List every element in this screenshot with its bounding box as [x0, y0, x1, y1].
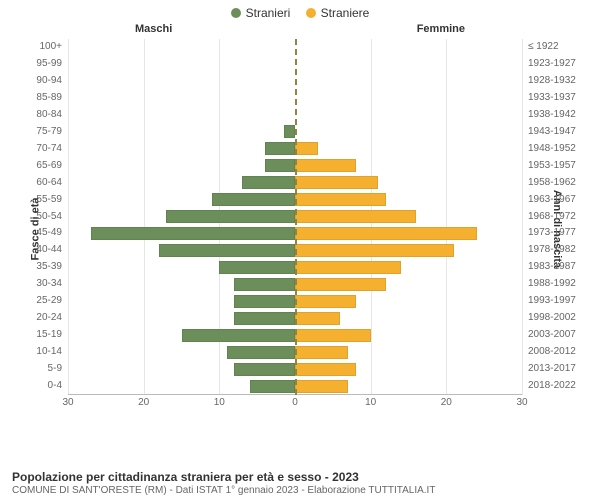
birth-label: 1953-1957 — [528, 160, 576, 171]
age-label: 5-9 — [48, 363, 62, 374]
bar-male — [234, 363, 295, 376]
bar-male — [265, 142, 295, 155]
bar-male — [227, 346, 295, 359]
x-tick: 20 — [441, 397, 452, 408]
grid-line — [522, 39, 523, 395]
chart: Maschi Femmine Fasce di età Anni di nasc… — [10, 23, 590, 419]
birth-label: 1998-2002 — [528, 312, 576, 323]
birth-label: 1938-1942 — [528, 109, 576, 120]
footer-title: Popolazione per cittadinanza straniera p… — [12, 470, 588, 484]
age-label: 95-99 — [36, 58, 62, 69]
age-label: 0-4 — [48, 380, 62, 391]
birth-label: 1993-1997 — [528, 295, 576, 306]
age-label: 35-39 — [36, 261, 62, 272]
age-label: 25-29 — [36, 295, 62, 306]
x-tick: 0 — [292, 397, 298, 408]
x-tick: 10 — [214, 397, 225, 408]
birth-label: 1963-1967 — [528, 194, 576, 205]
legend-item-male: Stranieri — [231, 6, 291, 20]
bar-female — [295, 380, 348, 393]
x-tick: 20 — [138, 397, 149, 408]
age-label: 50-54 — [36, 211, 62, 222]
x-tick: 30 — [516, 397, 527, 408]
age-label: 85-89 — [36, 92, 62, 103]
birth-label: 2003-2007 — [528, 329, 576, 340]
subtitle-row: Maschi Femmine — [10, 23, 590, 39]
bar-female — [295, 261, 401, 274]
age-label: 10-14 — [36, 346, 62, 357]
age-label: 65-69 — [36, 160, 62, 171]
age-label: 20-24 — [36, 312, 62, 323]
bar-male — [234, 295, 295, 308]
legend-label-male: Stranieri — [246, 6, 291, 20]
x-tick: 30 — [62, 397, 73, 408]
bar-male — [182, 329, 296, 342]
birth-label: 1988-1992 — [528, 278, 576, 289]
bar-female — [295, 176, 378, 189]
bar-female — [295, 159, 356, 172]
age-label: 70-74 — [36, 143, 62, 154]
birth-label: 1943-1947 — [528, 126, 576, 137]
bar-female — [295, 363, 356, 376]
birth-label: ≤ 1922 — [528, 41, 559, 52]
bar-female — [295, 244, 454, 257]
age-label: 30-34 — [36, 278, 62, 289]
age-label: 15-19 — [36, 329, 62, 340]
age-label: 90-94 — [36, 75, 62, 86]
age-label: 100+ — [39, 41, 62, 52]
bar-female — [295, 142, 318, 155]
age-label: 45-49 — [36, 227, 62, 238]
birth-label: 1973-1977 — [528, 227, 576, 238]
legend-swatch-female — [306, 8, 316, 18]
legend-label-female: Straniere — [321, 6, 370, 20]
bar-male — [212, 193, 295, 206]
bar-female — [295, 193, 386, 206]
subtitle-female: Femmine — [417, 23, 465, 35]
bar-female — [295, 210, 416, 223]
age-label: 80-84 — [36, 109, 62, 120]
age-label: 55-59 — [36, 194, 62, 205]
bar-female — [295, 278, 386, 291]
bar-female — [295, 329, 371, 342]
birth-label: 2008-2012 — [528, 346, 576, 357]
birth-label: 1968-1972 — [528, 211, 576, 222]
legend-item-female: Straniere — [306, 6, 370, 20]
bar-female — [295, 227, 477, 240]
birth-label: 1948-1952 — [528, 143, 576, 154]
age-label: 75-79 — [36, 126, 62, 137]
birth-label: 2018-2022 — [528, 380, 576, 391]
bar-male — [166, 210, 295, 223]
birth-label: 2013-2017 — [528, 363, 576, 374]
legend-swatch-male — [231, 8, 241, 18]
bar-male — [284, 125, 295, 138]
legend: Stranieri Straniere — [0, 0, 600, 23]
bar-male — [159, 244, 295, 257]
birth-label: 1958-1962 — [528, 177, 576, 188]
age-label: 40-44 — [36, 244, 62, 255]
bar-female — [295, 295, 356, 308]
birth-label: 1928-1932 — [528, 75, 576, 86]
bar-male — [219, 261, 295, 274]
bar-female — [295, 312, 340, 325]
bar-female — [295, 346, 348, 359]
birth-label: 1933-1937 — [528, 92, 576, 103]
footer: Popolazione per cittadinanza straniera p… — [12, 470, 588, 496]
bars-area: 100+≤ 192295-991923-192790-941928-193285… — [68, 39, 522, 395]
age-label: 60-64 — [36, 177, 62, 188]
subtitle-male: Maschi — [135, 23, 172, 35]
footer-subtitle: COMUNE DI SANT'ORESTE (RM) - Dati ISTAT … — [12, 485, 588, 496]
bar-male — [242, 176, 295, 189]
bar-male — [91, 227, 295, 240]
bar-male — [234, 312, 295, 325]
birth-label: 1983-1987 — [528, 261, 576, 272]
plot-area: Fasce di età Anni di nascita 100+≤ 19229… — [10, 39, 590, 419]
bar-male — [265, 159, 295, 172]
birth-label: 1923-1927 — [528, 58, 576, 69]
birth-label: 1978-1982 — [528, 244, 576, 255]
x-tick: 10 — [365, 397, 376, 408]
bar-male — [234, 278, 295, 291]
bar-male — [250, 380, 295, 393]
center-line — [295, 39, 297, 395]
